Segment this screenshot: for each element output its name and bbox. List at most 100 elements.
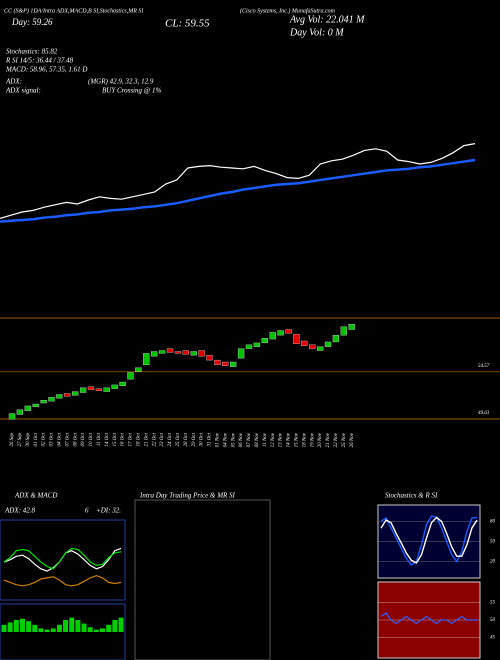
- candle: [332, 335, 340, 343]
- ma-line: [0, 158, 476, 223]
- macd-bar: [38, 628, 44, 632]
- date-label: 20 Nov: [318, 432, 323, 447]
- y-tick-label: 20: [490, 560, 496, 565]
- candle: [79, 387, 87, 393]
- date-label: 25 Oct: [176, 432, 181, 446]
- candle: [253, 342, 261, 347]
- candle: [348, 324, 355, 330]
- stoch-line: [380, 516, 478, 564]
- candle: [261, 337, 268, 344]
- date-label: 23 Oct: [160, 432, 165, 446]
- date-label: 26 Sep: [10, 433, 15, 447]
- y-tick-label: 50: [490, 618, 496, 623]
- date-label: 22 Nov: [334, 432, 339, 447]
- candle: [95, 388, 103, 391]
- date-label: 10 Oct: [89, 432, 94, 446]
- candle: [214, 359, 221, 366]
- candle: [158, 350, 166, 354]
- day: Day: 59.26: [11, 17, 53, 27]
- macd-bar: [19, 618, 25, 632]
- adx-signal: BUY Crossing @ 1%: [102, 87, 161, 95]
- rsi-line: [380, 612, 477, 625]
- date-label: 14 Nov: [287, 432, 292, 447]
- y-tick-label: 55: [490, 601, 496, 606]
- candle: [222, 361, 229, 366]
- date-label: 22 Oct: [152, 432, 157, 446]
- date-label: 30 Sep: [26, 433, 31, 447]
- price-line: [0, 143, 476, 219]
- date-label: 04 Oct: [58, 432, 63, 446]
- date-label: 29 Oct: [192, 432, 197, 446]
- candle: [8, 413, 16, 420]
- candle: [316, 346, 324, 351]
- candle: [72, 391, 79, 396]
- stoch-line: [380, 515, 478, 566]
- candle: [24, 405, 31, 411]
- date-label: 16 Oct: [121, 432, 126, 446]
- candle: [143, 353, 150, 366]
- date-label: 01 Nov: [216, 432, 221, 447]
- source: CC (S&P) 1DA/Intra ADX,MACD,B SI,Stochas…: [4, 7, 144, 14]
- date-label: 17 Oct: [129, 432, 134, 446]
- macd-bar: [106, 624, 112, 632]
- candle: [190, 351, 197, 356]
- candle: [119, 381, 126, 387]
- date-label: 18 Oct: [137, 432, 142, 446]
- stochastics: Stochastics: 85.82: [6, 48, 58, 56]
- candle: [40, 400, 47, 404]
- date-label: 03 Oct: [50, 432, 55, 446]
- date-label: 24 Oct: [168, 432, 173, 446]
- date-label: 14 Oct: [105, 432, 110, 446]
- date-label: 13 Nov: [279, 432, 284, 447]
- date-label: 11 Nov: [263, 432, 268, 447]
- date-label: 15 Nov: [295, 432, 300, 447]
- candle: [293, 334, 300, 345]
- candle: [182, 350, 189, 355]
- candle: [277, 330, 284, 336]
- date-label: 06 Nov: [239, 432, 244, 447]
- adx-label: ADX:: [5, 78, 22, 86]
- adx-signal-label: ADX signal:: [5, 87, 41, 95]
- candle: [340, 326, 347, 336]
- candle: [135, 367, 142, 372]
- date-label: 11 Oct: [97, 432, 102, 446]
- date-label: 08 Nov: [255, 432, 260, 447]
- candle: [206, 355, 213, 361]
- support-label: 54.57: [478, 364, 490, 369]
- stoch-title: Stochastics & R SI: [385, 492, 438, 500]
- macd-bar: [69, 617, 75, 632]
- date-label: 12 Nov: [271, 432, 276, 447]
- di-text: +DI: 32.: [96, 507, 121, 515]
- candle: [230, 361, 237, 367]
- y-tick-label: 45: [490, 636, 496, 641]
- close: CL: 59.55: [165, 18, 210, 30]
- candle: [64, 393, 71, 397]
- candle: [237, 348, 245, 359]
- candle: [166, 348, 174, 353]
- date-label: 19 Nov: [310, 432, 315, 447]
- date-label: 15 Oct: [113, 432, 118, 446]
- date-label: 01 Oct: [34, 432, 39, 446]
- candle: [103, 387, 110, 392]
- macd-bar: [63, 620, 69, 632]
- company: (Cisco Systems, Inc.) MunafaSutra.com: [240, 7, 336, 14]
- date-label: 07 Oct: [65, 432, 70, 446]
- date-label: 30 Oct: [200, 432, 205, 446]
- macd-bar: [75, 620, 81, 632]
- date-label: 09 Oct: [81, 432, 86, 446]
- macd-bar: [87, 627, 93, 632]
- macd-bar: [7, 622, 13, 632]
- date-label: 31 Oct: [208, 432, 213, 446]
- candle: [87, 386, 95, 390]
- date-label: 08 Oct: [73, 432, 78, 446]
- candle: [269, 332, 276, 340]
- y-tick-label: 50: [490, 540, 496, 545]
- adx-title: ADX & MACD: [14, 492, 57, 500]
- macd-bar: [32, 624, 38, 632]
- date-label: 26 Nov: [350, 432, 355, 447]
- candle: [32, 403, 39, 408]
- candle: [301, 340, 308, 346]
- macd-bar: [44, 629, 50, 632]
- macd-bar: [50, 628, 56, 632]
